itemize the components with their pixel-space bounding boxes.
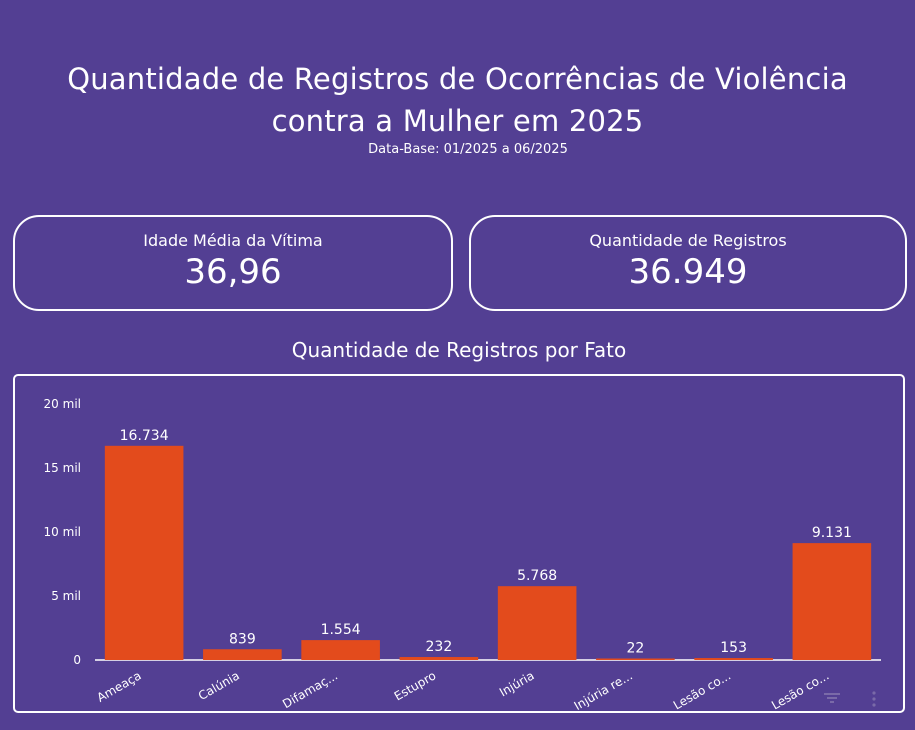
x-tick-label: Estupro [392, 668, 439, 703]
kpi-card-record-count: Quantidade de Registros 36.949 [469, 215, 907, 311]
bar [104, 445, 184, 660]
x-tick-label: Ameaça [95, 668, 144, 704]
x-tick-label: Calúnia [196, 668, 242, 703]
data-label: 5.768 [517, 568, 557, 584]
kpi-label-record-count: Quantidade de Registros [589, 231, 787, 250]
bar [497, 586, 577, 660]
bar [792, 543, 872, 660]
page-title-line-1: Quantidade de Registros de Ocorrências d… [67, 62, 848, 96]
bar [203, 649, 282, 660]
kpi-label-average-age: Idade Média da Vítima [143, 231, 323, 250]
kpi-card-average-age: Idade Média da Vítima 36,96 [13, 215, 453, 311]
page-subtitle: Data-Base: 01/2025 a 06/2025 [368, 142, 568, 157]
data-label: 839 [229, 631, 256, 647]
y-tick-label: 15 mil [44, 461, 81, 475]
x-tick-label: Lesão co... [671, 668, 733, 711]
data-label: 1.554 [321, 622, 361, 638]
data-label: 22 [626, 641, 644, 657]
chart-container: 0 5 mil 10 mil 15 mil 20 mil 16.734 Ameaça 839 C… [13, 374, 905, 713]
data-label: 153 [720, 640, 747, 656]
x-tick-label: Injúria re... [572, 668, 635, 711]
y-tick-label: 5 mil [51, 589, 81, 603]
page-title: Quantidade de Registros de Ocorrências d… [0, 58, 915, 142]
page-title-line-2: contra a Mulher em 2025 [271, 104, 644, 138]
y-tick-label: 20 mil [44, 397, 81, 411]
data-label: 9.131 [812, 525, 852, 541]
data-label: 232 [426, 639, 453, 655]
more-vert-icon[interactable] [871, 690, 877, 712]
x-tick-label: Difamaç... [280, 668, 340, 711]
x-tick-label: Injúria [497, 668, 537, 699]
kpi-value-record-count: 36.949 [628, 252, 748, 292]
kpi-value-average-age: 36,96 [184, 252, 282, 292]
chart-title: Quantidade de Registros por Fato [291, 338, 627, 362]
data-label: 16.734 [120, 428, 169, 444]
bar [596, 658, 675, 660]
y-tick-label: 0 [73, 653, 81, 667]
bar [694, 658, 773, 660]
bar [399, 657, 479, 660]
bar-chart: 0 5 mil 10 mil 15 mil 20 mil 16.734 Ameaça 839 C… [44, 397, 881, 711]
filter-icon[interactable] [823, 690, 841, 709]
bar [301, 640, 380, 660]
y-tick-label: 10 mil [44, 525, 81, 539]
